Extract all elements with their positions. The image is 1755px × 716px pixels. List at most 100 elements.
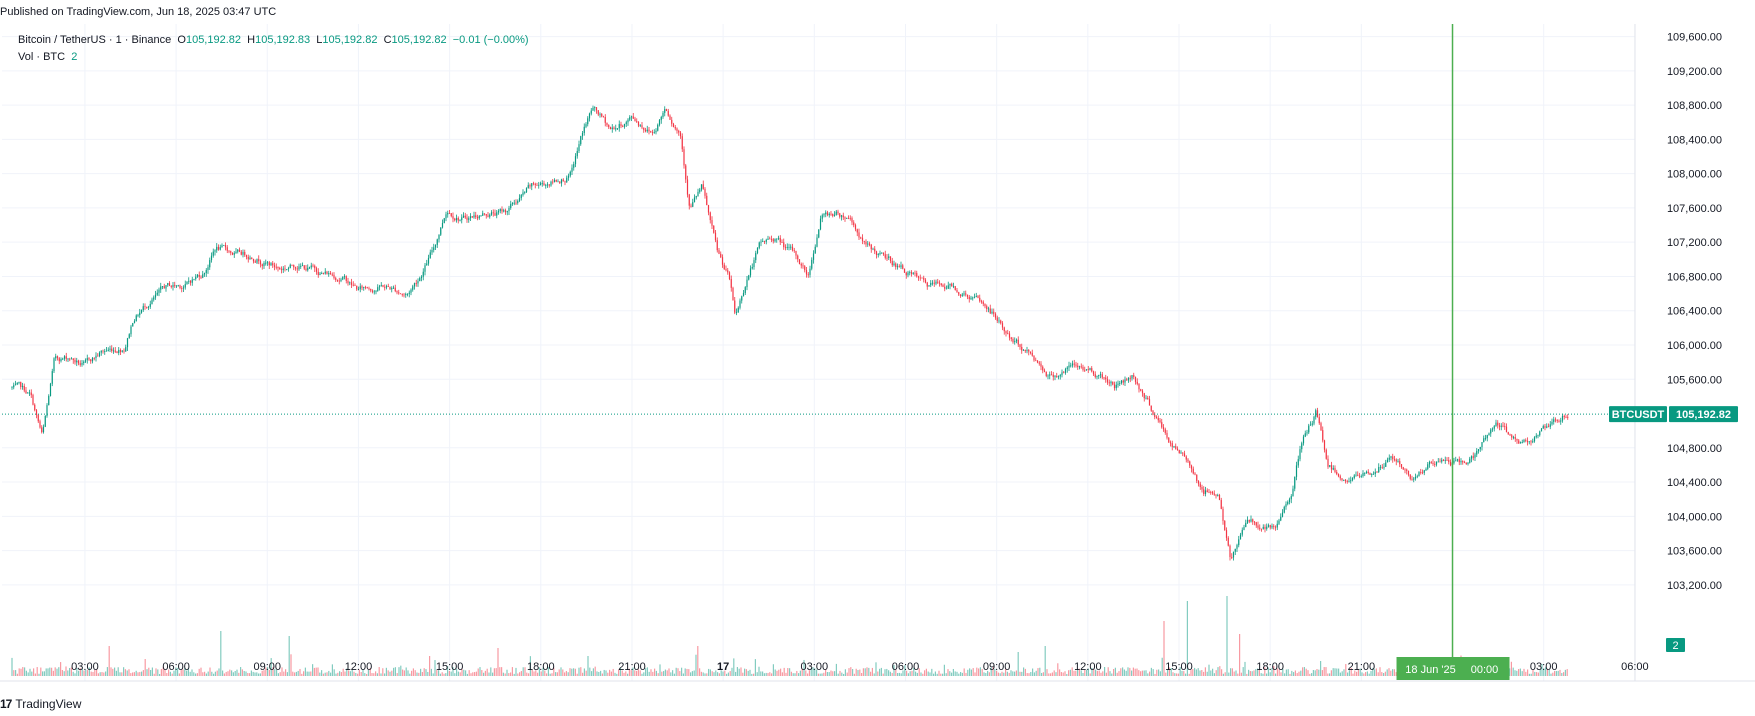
candle-body (1105, 377, 1107, 380)
volume-bar (636, 670, 638, 676)
volume-bar (148, 667, 150, 676)
time-tick-label: 12:00 (345, 661, 373, 673)
candle-body (1199, 483, 1201, 488)
volume-bar (1064, 671, 1066, 676)
time-tick-label: 03:00 (71, 661, 99, 673)
price-axis[interactable]: 109,600.00109,200.00108,800.00108,400.00… (1667, 32, 1722, 592)
candle-body (1546, 426, 1548, 428)
candle-body (818, 229, 820, 238)
candle-body (1224, 520, 1226, 531)
volume-bar (834, 671, 836, 676)
candle-body (1134, 376, 1137, 382)
candle-body (788, 246, 790, 248)
last-price-badge: BTCUSDT 105,192.82 (1609, 406, 1738, 423)
volume-bar (873, 673, 875, 676)
candle-body (1526, 440, 1529, 443)
volume-bar (1253, 670, 1255, 676)
volume-bar (393, 667, 395, 676)
legend-high: 105,192.83 (255, 34, 311, 46)
candle-body (454, 218, 456, 221)
volume-bar (843, 673, 845, 676)
candle-body (958, 292, 960, 295)
candle-body (905, 272, 907, 276)
candle-body (81, 362, 83, 365)
time-tick-label: 15:00 (436, 661, 464, 673)
volume-bar (1089, 673, 1091, 676)
volume-bar (807, 673, 809, 676)
price-candles (11, 105, 1569, 561)
candle-body (767, 238, 769, 240)
volume-bar (240, 667, 242, 676)
candle-body (532, 183, 535, 185)
candle-body (525, 188, 528, 193)
volume-bar (261, 670, 263, 676)
volume-bar (1377, 672, 1379, 676)
candle-body (819, 218, 822, 230)
volume-bar (52, 670, 54, 676)
candle-body (618, 124, 620, 129)
candle-body (338, 280, 340, 282)
volume-bar (61, 669, 63, 676)
candle-body (977, 296, 979, 298)
candle-body (1516, 438, 1518, 441)
volume-bar (614, 672, 616, 676)
volume-bar (340, 672, 342, 676)
volume-bar (94, 669, 96, 676)
candle-body (1098, 375, 1100, 377)
chart-frame[interactable]: 109,600.00109,200.00108,800.00108,400.00… (0, 24, 1755, 692)
volume-bar (83, 670, 85, 676)
candle-body (1031, 352, 1033, 356)
volume-bar (324, 672, 326, 676)
volume-bar (1138, 670, 1140, 676)
candle-body (221, 245, 223, 248)
date-marker-badge[interactable]: 18 Jun '25 00:00 (1396, 657, 1510, 680)
volume-bar (394, 667, 396, 676)
candle-body (658, 120, 661, 125)
legend-vol-label[interactable]: Vol · BTC (18, 51, 66, 63)
candle-body (1047, 375, 1049, 377)
candle-body (1378, 467, 1380, 473)
candle-body (770, 238, 773, 240)
candle-body (1178, 450, 1180, 454)
candle-body (541, 183, 543, 185)
candle-body (849, 217, 851, 219)
time-axis[interactable]: 03:00 06:00 09:00 12:00 15:00 18:00 21:00 17 03:… (71, 661, 1648, 673)
volume-bar (1365, 672, 1367, 676)
volume-bar (805, 670, 807, 676)
candle-body (363, 286, 365, 288)
volume-bar (425, 669, 427, 676)
candle-body (690, 205, 692, 207)
volume-bar (1201, 669, 1203, 676)
candle-body (202, 274, 204, 278)
volume-bar (1008, 672, 1010, 676)
volume-bar (538, 667, 540, 676)
candle-body (1241, 529, 1243, 535)
volume-bar (1210, 670, 1212, 676)
volume-bar (245, 671, 247, 676)
volume-bar (79, 668, 81, 676)
volume-bar (411, 670, 413, 676)
volume-bar (1122, 667, 1124, 676)
volume-bar (1368, 673, 1370, 676)
candle-body (244, 252, 246, 256)
candle-body (868, 243, 871, 245)
candle-body (90, 359, 92, 362)
candle-body (1022, 350, 1025, 351)
candle-body (1026, 349, 1028, 352)
candle-body (1168, 437, 1170, 443)
volume-bar (1026, 673, 1028, 676)
volume-bar (299, 668, 301, 676)
volume-bar (574, 668, 576, 676)
price-tick-label: 109,200.00 (1667, 66, 1722, 78)
candle-body (118, 349, 120, 353)
volume-bar (1545, 667, 1547, 676)
volume-bar (151, 667, 153, 676)
legend-symbol[interactable]: Bitcoin / TetherUS · 1 · Binance (18, 34, 172, 46)
volume-bar (1109, 671, 1111, 676)
candle-body (1542, 426, 1544, 429)
volume-bar (767, 672, 769, 676)
candle-body (233, 253, 235, 255)
candle-body (1094, 374, 1096, 378)
volume-bar (763, 673, 765, 676)
volume-bar (1127, 667, 1129, 676)
